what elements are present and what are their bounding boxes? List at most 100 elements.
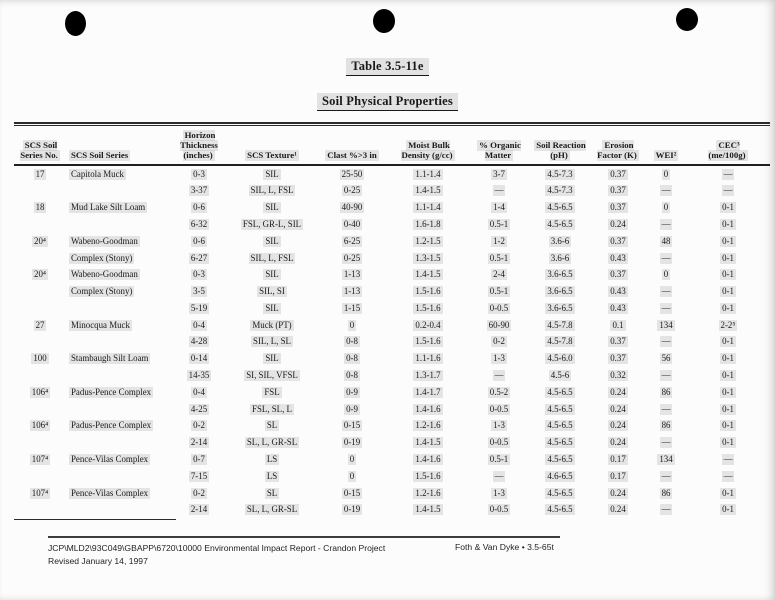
table-cell: —	[646, 182, 686, 199]
table-cell-text: 4.5-6.5	[545, 386, 575, 398]
table-cell: 20⁴	[14, 266, 66, 283]
table-row: 106⁴ Padus-Pence Complex 0-2 SL 0-15 1.2-1.6 1…	[14, 418, 770, 435]
table-cell-text: 0.24	[608, 437, 628, 449]
table-cell: —	[646, 300, 686, 317]
table-cell-text: 0-9	[344, 403, 360, 415]
table-cell: 1.4-1.5	[388, 182, 468, 199]
table-cell-text: 0-1	[720, 487, 736, 499]
table-cell-text: 0-2	[191, 487, 207, 499]
column-header-text: % Organic Matter	[477, 139, 521, 162]
table-cell-text: Pence-Vilas Complex	[69, 487, 151, 499]
table-cell-text: SL, L, GR-SL	[244, 504, 300, 516]
table-cell: 4.5-6.5	[530, 451, 590, 468]
table-cell: 1.1-1.6	[388, 350, 468, 367]
table-cell-text: 4.5-6	[548, 370, 572, 382]
table-cell	[14, 468, 66, 485]
table-cell: 40-90	[316, 199, 388, 216]
table-cell-text: 4.5-7.3	[545, 168, 575, 180]
table-cell	[66, 434, 170, 451]
table-cell-text: SIL, L, FSL	[248, 185, 296, 197]
table-cell-text: 25-50	[339, 168, 365, 180]
table-cell: 0-6	[170, 199, 228, 216]
table-cell	[66, 216, 170, 233]
table-row: 20⁴ Wabeno-Goodman 0-6 SIL 6-25 1.2-1.5 1-2 3.6…	[14, 233, 770, 250]
column-header: % Organic Matter	[468, 127, 530, 166]
table-cell-text: 0.5-1	[487, 286, 511, 298]
table-cell: 0-1	[686, 367, 770, 384]
table-cell: 0-0.5	[468, 434, 530, 451]
table-cell: Stambaugh Silt Loam	[66, 350, 170, 367]
table-cell-text: 1.1-1.4	[413, 168, 443, 180]
table-cell: 106⁴	[14, 384, 66, 401]
table-cell: 3-7	[468, 165, 530, 183]
table-cell-text: 0-25	[341, 185, 363, 197]
table-cell-text: 6-32	[188, 218, 210, 230]
table-cell-text: 0	[347, 470, 357, 482]
table-cell: SIL, L, FSL	[228, 250, 316, 267]
table-cell: 1.3-1.5	[388, 250, 468, 267]
table-cell: 0-1	[686, 418, 770, 435]
table-cell-text: 0-1	[720, 420, 736, 432]
table-cell-text: 0.43	[608, 286, 628, 298]
table-cell: —	[468, 182, 530, 199]
table-cell-text: 0	[347, 319, 357, 331]
table-cell: 0.43	[590, 300, 646, 317]
table-cell: 0-1	[686, 250, 770, 267]
table-cell: 4.5-7.8	[530, 334, 590, 351]
table-cell: 4.5-6	[530, 367, 590, 384]
table-cell-text: 0-8	[344, 370, 360, 382]
table-cell-text: 20⁴	[32, 269, 48, 281]
table-cell: 1.6-1.8	[388, 216, 468, 233]
table-cell-text: 0.24	[608, 403, 628, 415]
table-cell: 0	[316, 317, 388, 334]
table-cell: 2-2⁵	[686, 317, 770, 334]
table-cell-text: FSL, SL, L	[250, 403, 294, 415]
table-cell-text: 1.4-1.7	[413, 386, 443, 398]
table-cell: Pence-Vilas Complex	[66, 451, 170, 468]
table-cell: 1-15	[316, 300, 388, 317]
table-cell: —	[686, 451, 770, 468]
table-cell-text: 0-6	[191, 235, 207, 247]
table-cell-text: 1.6-1.8	[413, 218, 443, 230]
column-header: Erosion Factor (K)	[590, 127, 646, 166]
table-top-rule-1	[14, 122, 770, 124]
table-cell: 0-1	[686, 199, 770, 216]
table-cell: 0-19	[316, 434, 388, 451]
table-cell-text: 0-1	[720, 353, 736, 365]
table-cell-text: 4.5-6.5	[545, 218, 575, 230]
table-subtitle-text: Soil Physical Properties	[317, 93, 458, 111]
table-cell-text: 3-7	[491, 168, 507, 180]
table-cell	[14, 182, 66, 199]
table-cell-text: 0.24	[608, 420, 628, 432]
table-cell-text: SI, SIL, VFSL	[244, 370, 300, 382]
table-cell-text: 0-3	[191, 168, 207, 180]
table-cell: Minocqua Muck	[66, 317, 170, 334]
table-cell: 2-14	[170, 434, 228, 451]
table-cell-text: —	[721, 454, 735, 466]
table-cell-text: 60-90	[486, 319, 512, 331]
table-cell-text: 106⁴	[29, 386, 51, 398]
table-row: 106⁴ Padus-Pence Complex 0-4 FSL 0-9 1.4-1.7 0…	[14, 384, 770, 401]
table-cell: 1.2-1.6	[388, 418, 468, 435]
table-cell: —	[646, 216, 686, 233]
table-cell: 48	[646, 233, 686, 250]
column-header-text: Erosion Factor (K)	[597, 139, 639, 162]
table-cell-text: 0.37	[608, 202, 628, 214]
table-cell: —	[646, 502, 686, 519]
table-row: 5-19 SIL 1-15 1.5-1.6 0-0.5 3.6-6.5 0.43 — 0-1	[14, 300, 770, 317]
table-cell: 4.5-6.5	[530, 384, 590, 401]
table-cell-text: —	[659, 286, 673, 298]
table-cell: 86	[646, 418, 686, 435]
table-cell: 1.5-1.6	[388, 468, 468, 485]
table-cell: 1-3	[468, 350, 530, 367]
column-header-text: SCS Texture¹	[245, 150, 299, 162]
table-cell-text: 0	[661, 202, 671, 214]
table-cell: 17	[14, 165, 66, 183]
table-top-rule-2	[14, 125, 770, 127]
table-cell-text: 107⁴	[29, 454, 51, 466]
table-cell: 0-25	[316, 250, 388, 267]
table-cell-text: 0-0.5	[487, 302, 511, 314]
table-cell-text: —	[659, 218, 673, 230]
table-cell: 0-1	[686, 300, 770, 317]
table-cell-text: 134	[657, 319, 675, 331]
